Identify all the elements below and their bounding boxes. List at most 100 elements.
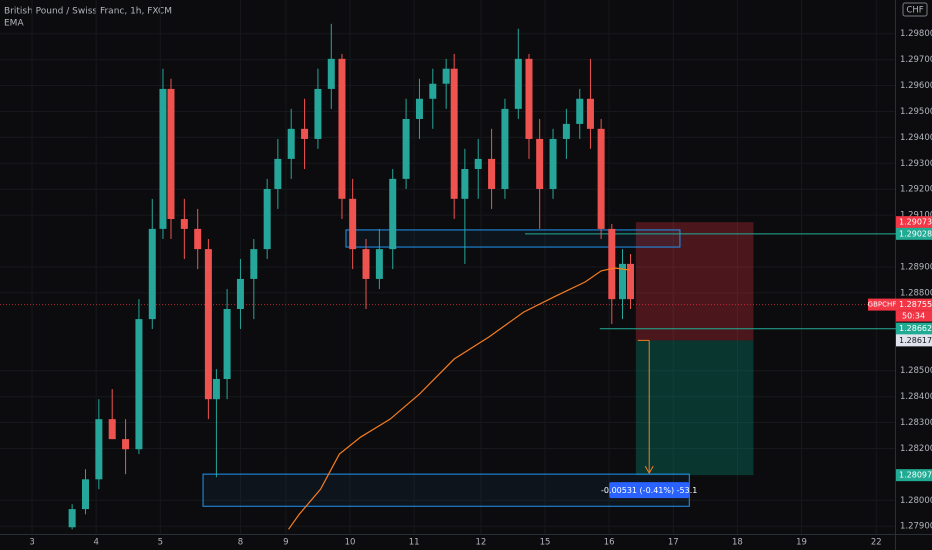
position-label-box	[609, 482, 690, 499]
price-label: 1.28617	[899, 336, 932, 345]
candle-body	[415, 98, 423, 119]
candle-body	[442, 68, 450, 84]
stop-zone	[635, 222, 754, 341]
candle-body	[148, 228, 156, 320]
currency-box	[902, 2, 928, 17]
y-tick-label: 1.28200	[900, 444, 932, 454]
candle-body	[608, 228, 616, 300]
x-tick-label: 4	[93, 538, 98, 548]
candle-body	[159, 88, 167, 229]
price-label-box	[896, 216, 932, 229]
y-tick-label: 1.28000	[900, 496, 932, 506]
x-tick-label: 9	[283, 538, 288, 548]
x-tick-label: 15	[540, 538, 551, 548]
y-tick-label: 1.29800	[900, 29, 932, 39]
currency-label: CHF	[906, 6, 923, 16]
x-tick-label: 19	[796, 538, 807, 548]
candle-body	[223, 308, 231, 379]
symbol-label: GBPCHF	[868, 301, 897, 309]
candle-body	[194, 228, 202, 250]
candle-body	[597, 128, 605, 229]
y-tick-label: 1.29400	[900, 133, 932, 143]
candle-body	[250, 249, 258, 279]
candle-body	[122, 439, 130, 450]
candle-body	[362, 249, 370, 279]
x-tick-label: 10	[345, 538, 356, 548]
candle-body	[180, 219, 188, 229]
candle-body	[501, 108, 509, 189]
price-label: 1.29028	[899, 229, 932, 238]
candle-body	[274, 158, 282, 189]
x-tick-label: 17	[668, 538, 679, 548]
position-label: -0.00531 (-0.41%) -53.1	[601, 486, 697, 495]
candle-body	[525, 58, 533, 139]
y-tick-label: 1.28800	[900, 288, 932, 298]
x-tick-label: 3	[29, 538, 34, 548]
candle-body	[167, 88, 175, 220]
y-tick-label: 1.27900	[900, 522, 932, 532]
x-tick-label: 22	[871, 538, 882, 548]
indicator-label: EMA	[4, 19, 24, 29]
x-tick-label: 5	[158, 538, 163, 548]
ema-line	[288, 267, 631, 530]
candle-body	[450, 68, 458, 199]
y-tick-label: 1.28300	[900, 418, 932, 428]
candle-body	[212, 378, 220, 400]
y-tick-label: 1.28500	[900, 366, 932, 376]
candle-body	[562, 123, 570, 139]
candle-body	[536, 138, 544, 189]
price-label: 1.28755	[899, 300, 932, 309]
candle-body	[375, 249, 383, 279]
y-tick-label: 1.29100	[900, 211, 932, 221]
target-zone	[635, 340, 754, 476]
x-tick-label: 11	[409, 538, 420, 548]
candle-body	[301, 128, 309, 139]
candle-body	[236, 278, 244, 309]
price-label-box	[896, 469, 932, 482]
candle-body	[68, 509, 76, 528]
price-label-box	[896, 322, 932, 335]
candle-body	[108, 419, 116, 440]
candle-body	[488, 158, 496, 189]
arrow-head	[644, 465, 654, 475]
price-label: 1.28097	[899, 471, 932, 480]
countdown-label: 50:34	[902, 312, 925, 321]
candle-body	[402, 118, 410, 179]
candle-body	[389, 178, 397, 250]
y-tick-label: 1.29700	[900, 55, 932, 65]
candle-body	[461, 169, 469, 199]
zone-box	[202, 473, 690, 507]
candle-body	[314, 88, 322, 139]
candle-body	[586, 98, 594, 129]
candle-body	[338, 58, 346, 199]
candle-body	[576, 98, 584, 124]
price-label-box	[896, 334, 932, 347]
candle-body	[327, 58, 335, 89]
candle-body	[81, 479, 89, 510]
candle-body	[627, 263, 635, 300]
price-label: 1.28662	[899, 324, 932, 333]
y-tick-label: 1.29500	[900, 107, 932, 117]
price-label: 1.29073	[899, 218, 932, 227]
candle-body	[135, 319, 143, 450]
candle-body	[514, 58, 522, 109]
x-tick-label: 16	[604, 538, 615, 548]
candle-body	[263, 188, 271, 250]
candle-body	[474, 158, 482, 170]
candle-body	[349, 198, 357, 250]
price-label-box	[896, 298, 932, 311]
chart-title: British Pound / Swiss Franc, 1h, FXCM	[4, 7, 172, 17]
countdown-box	[896, 310, 932, 322]
x-tick-label: 12	[475, 538, 486, 548]
x-tick-label: 18	[732, 538, 743, 548]
y-tick-label: 1.28900	[900, 263, 932, 273]
y-tick-label: 1.29200	[900, 185, 932, 195]
price-label-box	[896, 227, 932, 240]
candle-body	[95, 419, 103, 480]
y-tick-label: 1.29300	[900, 159, 932, 169]
symbol-box	[868, 298, 896, 311]
candle-body	[429, 83, 437, 99]
candle-body	[204, 249, 212, 400]
